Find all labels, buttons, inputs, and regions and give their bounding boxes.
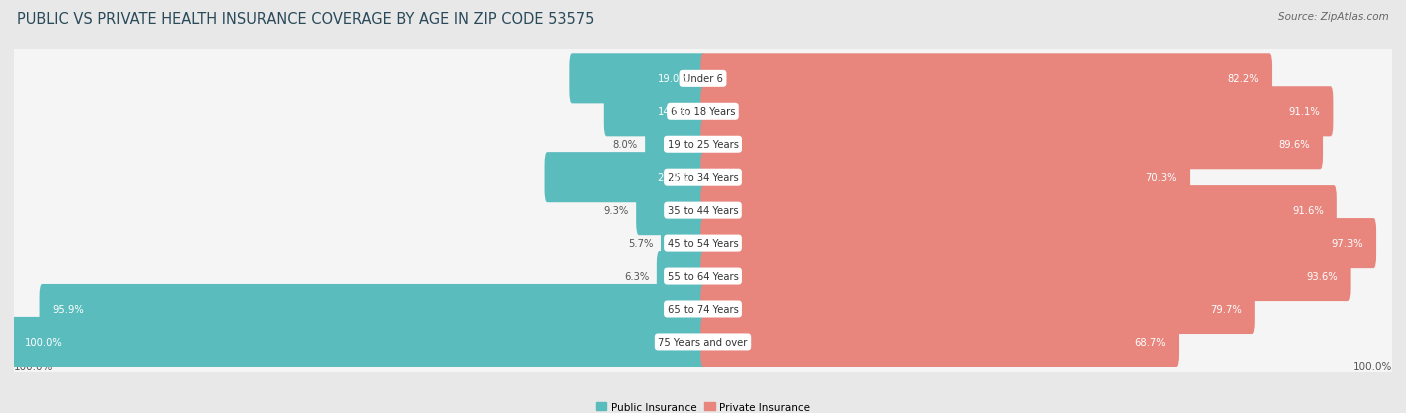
FancyBboxPatch shape [11, 261, 1395, 357]
Text: 68.7%: 68.7% [1135, 337, 1166, 347]
Text: 100.0%: 100.0% [14, 361, 53, 371]
Text: 19.0%: 19.0% [658, 74, 689, 84]
Text: Under 6: Under 6 [683, 74, 723, 84]
Text: 82.2%: 82.2% [1227, 74, 1258, 84]
FancyBboxPatch shape [11, 96, 1395, 193]
FancyBboxPatch shape [10, 24, 1396, 134]
Text: 95.9%: 95.9% [52, 304, 84, 314]
FancyBboxPatch shape [11, 31, 1395, 127]
FancyBboxPatch shape [11, 129, 1395, 226]
FancyBboxPatch shape [700, 54, 1272, 104]
Text: 6 to 18 Years: 6 to 18 Years [671, 107, 735, 117]
Text: 55 to 64 Years: 55 to 64 Years [668, 271, 738, 281]
Text: 89.6%: 89.6% [1278, 140, 1310, 150]
FancyBboxPatch shape [700, 284, 1254, 334]
FancyBboxPatch shape [11, 317, 706, 367]
Text: 97.3%: 97.3% [1331, 239, 1362, 249]
FancyBboxPatch shape [11, 63, 1395, 160]
FancyBboxPatch shape [39, 284, 706, 334]
FancyBboxPatch shape [603, 87, 706, 137]
Text: 70.3%: 70.3% [1146, 173, 1177, 183]
Text: 35 to 44 Years: 35 to 44 Years [668, 206, 738, 216]
FancyBboxPatch shape [10, 90, 1396, 200]
FancyBboxPatch shape [11, 228, 1395, 324]
FancyBboxPatch shape [661, 218, 706, 268]
Text: 45 to 54 Years: 45 to 54 Years [668, 239, 738, 249]
FancyBboxPatch shape [10, 155, 1396, 266]
FancyBboxPatch shape [700, 186, 1337, 235]
Text: 19 to 25 Years: 19 to 25 Years [668, 140, 738, 150]
Text: 5.7%: 5.7% [628, 239, 654, 249]
FancyBboxPatch shape [700, 153, 1189, 203]
FancyBboxPatch shape [700, 218, 1376, 268]
FancyBboxPatch shape [10, 221, 1396, 332]
Text: 91.1%: 91.1% [1288, 107, 1320, 117]
Text: 8.0%: 8.0% [613, 140, 637, 150]
FancyBboxPatch shape [700, 120, 1323, 170]
FancyBboxPatch shape [10, 57, 1396, 167]
Text: 14.0%: 14.0% [658, 107, 689, 117]
FancyBboxPatch shape [569, 54, 706, 104]
Text: 9.3%: 9.3% [603, 206, 628, 216]
Legend: Public Insurance, Private Insurance: Public Insurance, Private Insurance [593, 399, 813, 413]
FancyBboxPatch shape [11, 294, 1395, 390]
Text: 6.3%: 6.3% [624, 271, 650, 281]
Text: 22.6%: 22.6% [658, 173, 689, 183]
Text: 91.6%: 91.6% [1292, 206, 1323, 216]
FancyBboxPatch shape [700, 317, 1180, 367]
FancyBboxPatch shape [10, 188, 1396, 299]
FancyBboxPatch shape [636, 186, 706, 235]
Text: 65 to 74 Years: 65 to 74 Years [668, 304, 738, 314]
FancyBboxPatch shape [700, 252, 1351, 301]
Text: 79.7%: 79.7% [1211, 304, 1241, 314]
FancyBboxPatch shape [11, 195, 1395, 292]
Text: PUBLIC VS PRIVATE HEALTH INSURANCE COVERAGE BY AGE IN ZIP CODE 53575: PUBLIC VS PRIVATE HEALTH INSURANCE COVER… [17, 12, 595, 27]
FancyBboxPatch shape [700, 87, 1333, 137]
FancyBboxPatch shape [645, 120, 706, 170]
FancyBboxPatch shape [657, 252, 706, 301]
Text: 100.0%: 100.0% [1353, 361, 1392, 371]
Text: 75 Years and over: 75 Years and over [658, 337, 748, 347]
FancyBboxPatch shape [11, 162, 1395, 259]
FancyBboxPatch shape [10, 287, 1396, 397]
FancyBboxPatch shape [10, 123, 1396, 233]
FancyBboxPatch shape [10, 254, 1396, 364]
Text: Source: ZipAtlas.com: Source: ZipAtlas.com [1278, 12, 1389, 22]
Text: 25 to 34 Years: 25 to 34 Years [668, 173, 738, 183]
Text: 93.6%: 93.6% [1306, 271, 1337, 281]
Text: 100.0%: 100.0% [24, 337, 62, 347]
FancyBboxPatch shape [544, 153, 706, 203]
